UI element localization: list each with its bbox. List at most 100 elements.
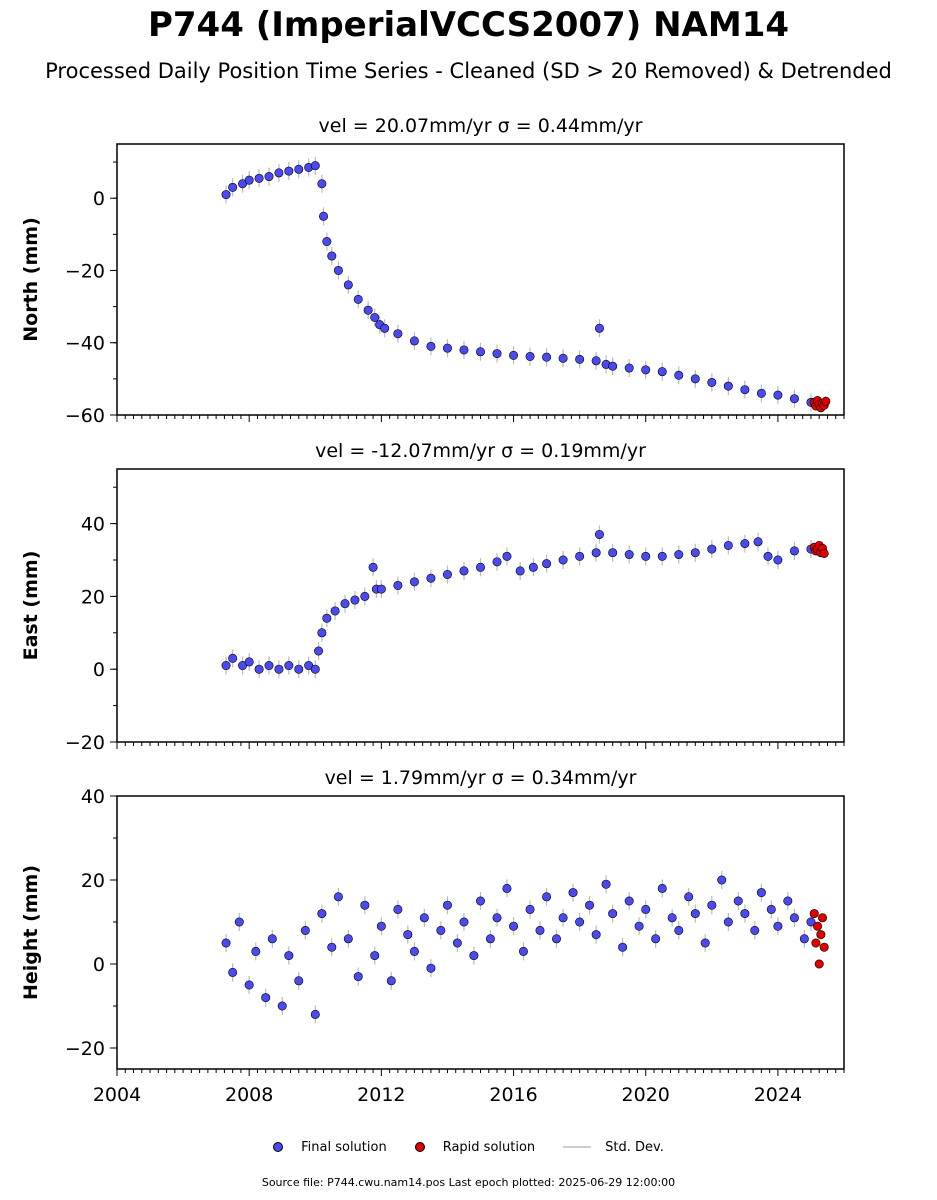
final-solution-point	[393, 904, 403, 914]
final-solution-point	[360, 900, 370, 910]
final-solution-point	[740, 539, 750, 549]
final-solution-point	[343, 280, 353, 290]
final-solution-point	[591, 930, 601, 940]
final-solution-point	[244, 175, 254, 185]
final-solution-point	[363, 305, 373, 315]
final-solution-point	[552, 934, 562, 944]
final-solution-point	[634, 921, 644, 931]
y-tick-label: −20	[65, 732, 105, 754]
final-solution-point	[442, 343, 452, 353]
final-solution-point	[585, 900, 595, 910]
final-solution-point	[657, 551, 667, 561]
final-solution-point	[723, 540, 733, 550]
panel-title: vel = 1.79mm/yr σ = 0.34mm/yr	[325, 767, 637, 789]
rapid-solution-point	[818, 913, 828, 923]
axes-frame	[116, 795, 845, 1070]
panel-title: vel = -12.07mm/yr σ = 0.19mm/yr	[315, 440, 646, 462]
final-solution-point	[333, 892, 343, 902]
final-solution-point	[624, 550, 634, 560]
y-tick-label: 0	[93, 954, 105, 976]
final-solution-point	[575, 354, 585, 364]
y-axis-label: East (mm)	[20, 551, 42, 661]
final-solution-point	[393, 580, 403, 590]
final-solution-point	[773, 555, 783, 565]
final-solution-point	[350, 595, 360, 605]
final-solution-point	[690, 548, 700, 558]
final-solution-point	[723, 917, 733, 927]
final-solution-point	[459, 566, 469, 576]
std-line-icon	[563, 1146, 592, 1148]
final-solution-point	[475, 562, 485, 572]
final-solution-point	[376, 921, 386, 931]
panel-title: vel = 20.07mm/yr σ = 0.44mm/yr	[319, 115, 643, 137]
axes-frame	[116, 143, 845, 416]
final-solution-point	[322, 613, 332, 623]
final-solution-point	[542, 892, 552, 902]
plot-area	[221, 156, 831, 413]
final-solution-point	[322, 237, 332, 247]
final-solution-point	[380, 323, 390, 333]
final-solution-point	[783, 896, 793, 906]
final-solution-point	[221, 661, 231, 671]
final-solution-point	[740, 909, 750, 919]
final-solution-point	[228, 182, 238, 192]
final-solution-point	[558, 353, 568, 363]
final-solution-point	[254, 664, 264, 674]
final-solution-point	[502, 551, 512, 561]
rapid-solution-point	[821, 396, 831, 406]
final-solution-point	[436, 925, 446, 935]
rapid-solution-point	[816, 930, 826, 940]
final-solution-point	[254, 173, 264, 183]
final-solution-point	[317, 628, 327, 638]
rapid-solution-point	[813, 921, 823, 931]
final-solution-point	[274, 664, 284, 674]
final-solution-point	[707, 377, 717, 387]
final-solution-point	[409, 946, 419, 956]
final-solution-point	[509, 350, 519, 360]
final-solution-point	[403, 930, 413, 940]
final-solution-point	[525, 904, 535, 914]
final-solution-point	[310, 664, 320, 674]
final-solution-point	[799, 934, 809, 944]
final-solution-point	[284, 951, 294, 961]
legend-item-rapid: Rapid solution	[414, 1139, 536, 1155]
figure-title: P744 (ImperialVCCS2007) NAM14	[147, 5, 790, 45]
rapid-solution-point	[819, 548, 829, 558]
rapid-solution-point	[819, 942, 829, 952]
final-solution-point	[333, 265, 343, 275]
final-solution-point	[558, 555, 568, 565]
final-solution-point	[310, 1009, 320, 1019]
final-solution-point	[773, 390, 783, 400]
plot-area	[221, 525, 829, 679]
final-solution-point	[618, 942, 628, 952]
final-solution-point	[542, 559, 552, 569]
final-solution-point	[317, 909, 327, 919]
final-solution-point	[594, 323, 604, 333]
final-solution-point	[469, 951, 479, 961]
final-solution-point	[317, 179, 327, 189]
final-solution-point	[575, 551, 585, 561]
final-solution-point	[690, 909, 700, 919]
final-solution-point	[667, 913, 677, 923]
legend-item-std: Std. Dev.	[563, 1140, 664, 1155]
x-tick-label: 2016	[489, 1084, 537, 1106]
x-tick-label: 2008	[225, 1084, 273, 1106]
final-solution-point	[558, 913, 568, 923]
y-tick-label: 20	[81, 586, 105, 608]
y-axis-label: Height (mm)	[20, 865, 42, 1000]
final-solution-point	[452, 938, 462, 948]
y-tick-label: −60	[65, 405, 105, 427]
final-solution-point	[459, 345, 469, 355]
final-solution-point	[624, 363, 634, 373]
final-solution-point	[492, 349, 502, 359]
final-solution-point	[624, 896, 634, 906]
final-solution-point	[261, 993, 271, 1003]
final-solution-point	[509, 921, 519, 931]
x-tick-label: 2024	[754, 1084, 802, 1106]
final-solution-point	[773, 921, 783, 931]
final-solution-point	[608, 909, 618, 919]
final-solution-point	[340, 599, 350, 609]
legend-label-rapid: Rapid solution	[442, 1139, 536, 1155]
final-solution-point	[264, 661, 274, 671]
